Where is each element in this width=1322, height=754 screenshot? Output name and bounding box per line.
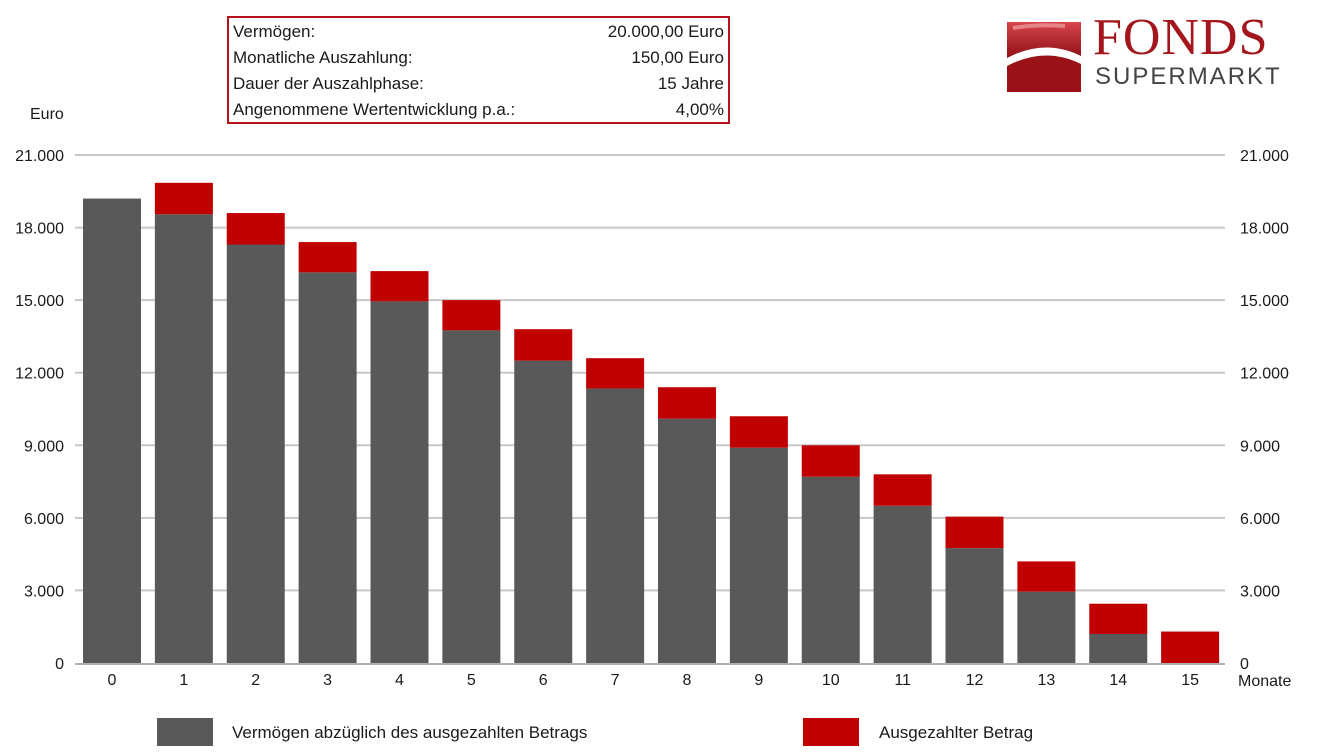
- bar-paid: [226, 213, 285, 245]
- bar-paid: [442, 300, 501, 331]
- y-tick-label-left: 18.000: [15, 221, 64, 238]
- y-tick-label-right: 9.000: [1240, 438, 1280, 455]
- bar-remaining: [873, 505, 932, 663]
- bar-paid: [370, 271, 429, 302]
- legend-swatch-remaining: [157, 718, 213, 746]
- x-tick-label: 4: [395, 672, 404, 689]
- info-value: 15 Jahre: [657, 74, 724, 93]
- bar-paid: [873, 474, 932, 506]
- legend-label-paid: Ausgezahlter Betrag: [879, 723, 1034, 742]
- bar-remaining: [1017, 591, 1076, 663]
- info-value: 150,00 Euro: [631, 48, 724, 67]
- bar-remaining: [658, 418, 716, 663]
- bar-paid: [154, 182, 213, 215]
- info-row: Monatliche Auszahlung: 150,00 Euro: [233, 45, 724, 71]
- y-tick-label-right: 15.000: [1240, 293, 1289, 310]
- bar-paid: [514, 329, 573, 361]
- bar-remaining: [801, 476, 860, 663]
- info-row: Vermögen: 20.000,00 Euro: [233, 19, 724, 45]
- bar-paid: [1161, 631, 1220, 663]
- bar-paid: [658, 387, 716, 419]
- x-tick-label: 10: [822, 672, 840, 689]
- bar-paid: [1017, 561, 1076, 592]
- x-tick-label: 2: [251, 672, 260, 689]
- bar-paid: [298, 242, 357, 273]
- bar-remaining: [83, 198, 141, 664]
- info-label: Dauer der Auszahlphase:: [233, 74, 424, 93]
- bar-remaining: [945, 548, 1004, 663]
- bar-remaining: [586, 388, 645, 663]
- bar-remaining: [514, 360, 573, 663]
- bar-remaining: [370, 301, 429, 663]
- y-tick-label-left: 21.000: [15, 148, 64, 165]
- info-value: 4,00%: [675, 100, 724, 119]
- x-tick-label: 7: [611, 672, 620, 689]
- bar-remaining: [154, 214, 213, 663]
- bar-paid: [945, 516, 1004, 549]
- bar-remaining: [442, 330, 501, 663]
- y-tick-label-right: 12.000: [1240, 366, 1289, 383]
- x-tick-label: 6: [539, 672, 548, 689]
- x-tick-label: 15: [1181, 672, 1199, 689]
- y-tick-label-left: 0: [55, 656, 64, 673]
- info-label: Vermögen:: [233, 22, 316, 41]
- x-tick-label: 12: [966, 672, 984, 689]
- info-row: Dauer der Auszahlphase: 15 Jahre: [233, 71, 724, 97]
- x-axis-label: Monate: [1238, 673, 1291, 690]
- y-tick-label-right: 18.000: [1240, 221, 1289, 238]
- parameter-box: Vermögen: 20.000,00 Euro Monatliche Auszah…: [227, 16, 730, 124]
- x-tick-label: 1: [179, 672, 188, 689]
- legend-label-remaining: Vermögen abzüglich des ausgezahlten Betr…: [232, 723, 588, 742]
- logo-text-supermarkt: SUPERMARKT: [1095, 63, 1282, 90]
- info-row: Angenommene Wertentwicklung p.a.: 4,00%: [233, 97, 724, 123]
- bar-paid: [801, 445, 860, 477]
- x-tick-label: 8: [683, 672, 692, 689]
- info-label: Angenommene Wertentwicklung p.a.:: [233, 100, 516, 119]
- bar-remaining: [298, 272, 357, 663]
- y-axis-label: Euro: [30, 106, 64, 123]
- bar-paid: [1089, 603, 1148, 634]
- y-tick-label-left: 12.000: [15, 366, 64, 383]
- fonds-supermarkt-logo: FONDS SUPERMARKT: [1005, 10, 1295, 94]
- bar-paid: [729, 416, 788, 448]
- bar-remaining: [1089, 633, 1148, 663]
- logo-emblem-icon: [1007, 22, 1081, 92]
- logo-text-fonds: FONDS: [1093, 9, 1269, 66]
- y-tick-label-left: 6.000: [24, 511, 64, 528]
- x-tick-label: 9: [754, 672, 763, 689]
- y-tick-label-right: 0: [1240, 656, 1249, 673]
- bar-remaining: [729, 447, 788, 663]
- x-tick-label: 11: [894, 672, 911, 689]
- x-tick-label: 5: [467, 672, 476, 689]
- x-tick-label: 0: [108, 672, 117, 689]
- x-tick-label: 14: [1109, 672, 1127, 689]
- bar-remaining: [226, 244, 285, 663]
- y-tick-label-right: 3.000: [1240, 583, 1280, 600]
- y-tick-label-right: 21.000: [1240, 148, 1289, 165]
- info-value: 20.000,00 Euro: [607, 22, 724, 41]
- info-label: Monatliche Auszahlung:: [233, 48, 413, 67]
- y-tick-label-left: 9.000: [24, 438, 64, 455]
- y-tick-label-right: 6.000: [1240, 511, 1280, 528]
- x-tick-label: 13: [1037, 672, 1055, 689]
- x-tick-label: 3: [323, 672, 332, 689]
- y-tick-label-left: 15.000: [15, 293, 64, 310]
- bar-paid: [586, 358, 645, 389]
- y-tick-label-left: 3.000: [24, 583, 64, 600]
- legend-swatch-paid: [803, 718, 859, 746]
